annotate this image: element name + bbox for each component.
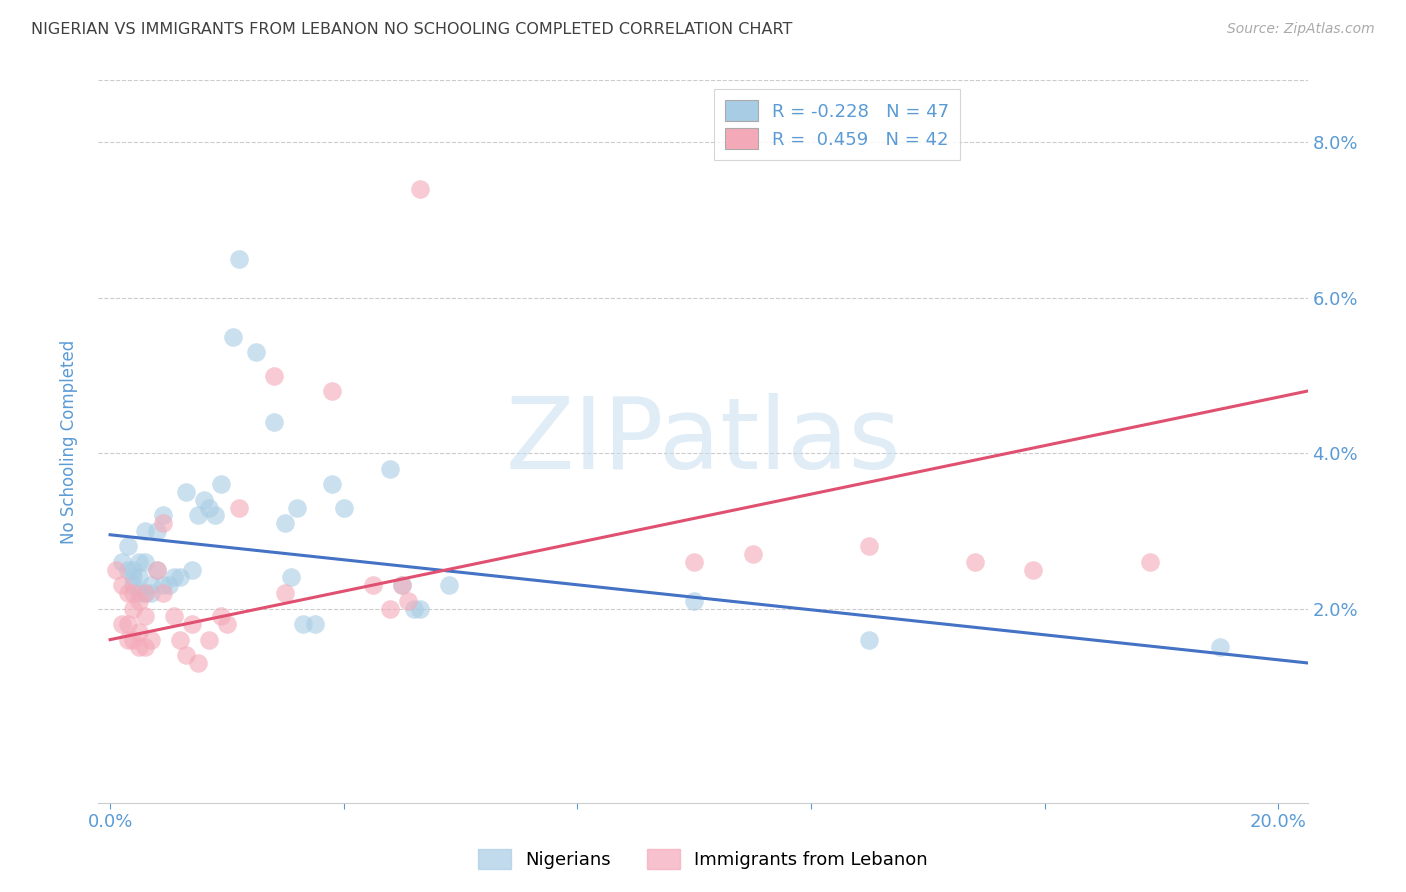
- Point: [396, 594, 419, 608]
- Point: [134, 586, 156, 600]
- Point: [152, 586, 174, 600]
- Point: [380, 461, 402, 475]
- Point: [152, 578, 174, 592]
- Point: [139, 578, 162, 592]
- Point: [122, 563, 145, 577]
- Point: [291, 617, 314, 632]
- Point: [215, 617, 238, 632]
- Point: [228, 252, 250, 266]
- Point: [683, 594, 706, 608]
- Point: [174, 485, 197, 500]
- Point: [146, 563, 169, 577]
- Point: [169, 632, 191, 647]
- Point: [180, 617, 202, 632]
- Point: [117, 563, 139, 577]
- Legend: R = -0.228   N = 47, R =  0.459   N = 42: R = -0.228 N = 47, R = 0.459 N = 42: [714, 89, 960, 160]
- Point: [1139, 555, 1161, 569]
- Point: [128, 640, 150, 655]
- Point: [157, 578, 180, 592]
- Point: [1022, 563, 1045, 577]
- Point: [741, 547, 763, 561]
- Point: [963, 555, 986, 569]
- Point: [263, 415, 285, 429]
- Point: [134, 524, 156, 538]
- Legend: Nigerians, Immigrants from Lebanon: Nigerians, Immigrants from Lebanon: [470, 839, 936, 879]
- Point: [134, 609, 156, 624]
- Point: [280, 570, 302, 584]
- Point: [104, 563, 127, 577]
- Point: [193, 492, 215, 507]
- Point: [163, 609, 186, 624]
- Point: [128, 624, 150, 639]
- Point: [858, 632, 880, 647]
- Point: [332, 500, 354, 515]
- Point: [128, 586, 150, 600]
- Point: [409, 182, 432, 196]
- Text: ZIPatlas: ZIPatlas: [505, 393, 901, 490]
- Point: [209, 609, 232, 624]
- Point: [321, 384, 343, 398]
- Point: [163, 570, 186, 584]
- Point: [152, 516, 174, 530]
- Point: [187, 508, 209, 523]
- Point: [187, 656, 209, 670]
- Point: [117, 540, 139, 554]
- Point: [222, 329, 245, 343]
- Point: [152, 508, 174, 523]
- Point: [245, 345, 267, 359]
- Point: [117, 586, 139, 600]
- Point: [198, 500, 221, 515]
- Point: [134, 640, 156, 655]
- Point: [402, 601, 425, 615]
- Point: [128, 570, 150, 584]
- Point: [304, 617, 326, 632]
- Point: [391, 578, 413, 592]
- Point: [122, 578, 145, 592]
- Point: [134, 586, 156, 600]
- Point: [391, 578, 413, 592]
- Point: [122, 570, 145, 584]
- Point: [274, 516, 297, 530]
- Point: [683, 555, 706, 569]
- Point: [139, 586, 162, 600]
- Point: [122, 632, 145, 647]
- Point: [146, 524, 169, 538]
- Point: [437, 578, 460, 592]
- Point: [858, 540, 880, 554]
- Point: [321, 477, 343, 491]
- Point: [146, 563, 169, 577]
- Text: Source: ZipAtlas.com: Source: ZipAtlas.com: [1227, 22, 1375, 37]
- Point: [361, 578, 384, 592]
- Point: [134, 555, 156, 569]
- Point: [274, 586, 297, 600]
- Point: [204, 508, 226, 523]
- Text: NIGERIAN VS IMMIGRANTS FROM LEBANON NO SCHOOLING COMPLETED CORRELATION CHART: NIGERIAN VS IMMIGRANTS FROM LEBANON NO S…: [31, 22, 793, 37]
- Point: [1209, 640, 1232, 655]
- Point: [139, 632, 162, 647]
- Point: [122, 586, 145, 600]
- Point: [285, 500, 308, 515]
- Point: [409, 601, 432, 615]
- Point: [111, 555, 134, 569]
- Point: [122, 601, 145, 615]
- Point: [128, 555, 150, 569]
- Point: [111, 578, 134, 592]
- Point: [209, 477, 232, 491]
- Point: [117, 632, 139, 647]
- Point: [180, 563, 202, 577]
- Point: [263, 368, 285, 383]
- Point: [228, 500, 250, 515]
- Point: [169, 570, 191, 584]
- Y-axis label: No Schooling Completed: No Schooling Completed: [59, 340, 77, 543]
- Point: [128, 594, 150, 608]
- Point: [111, 617, 134, 632]
- Point: [174, 648, 197, 663]
- Point: [198, 632, 221, 647]
- Point: [117, 617, 139, 632]
- Point: [380, 601, 402, 615]
